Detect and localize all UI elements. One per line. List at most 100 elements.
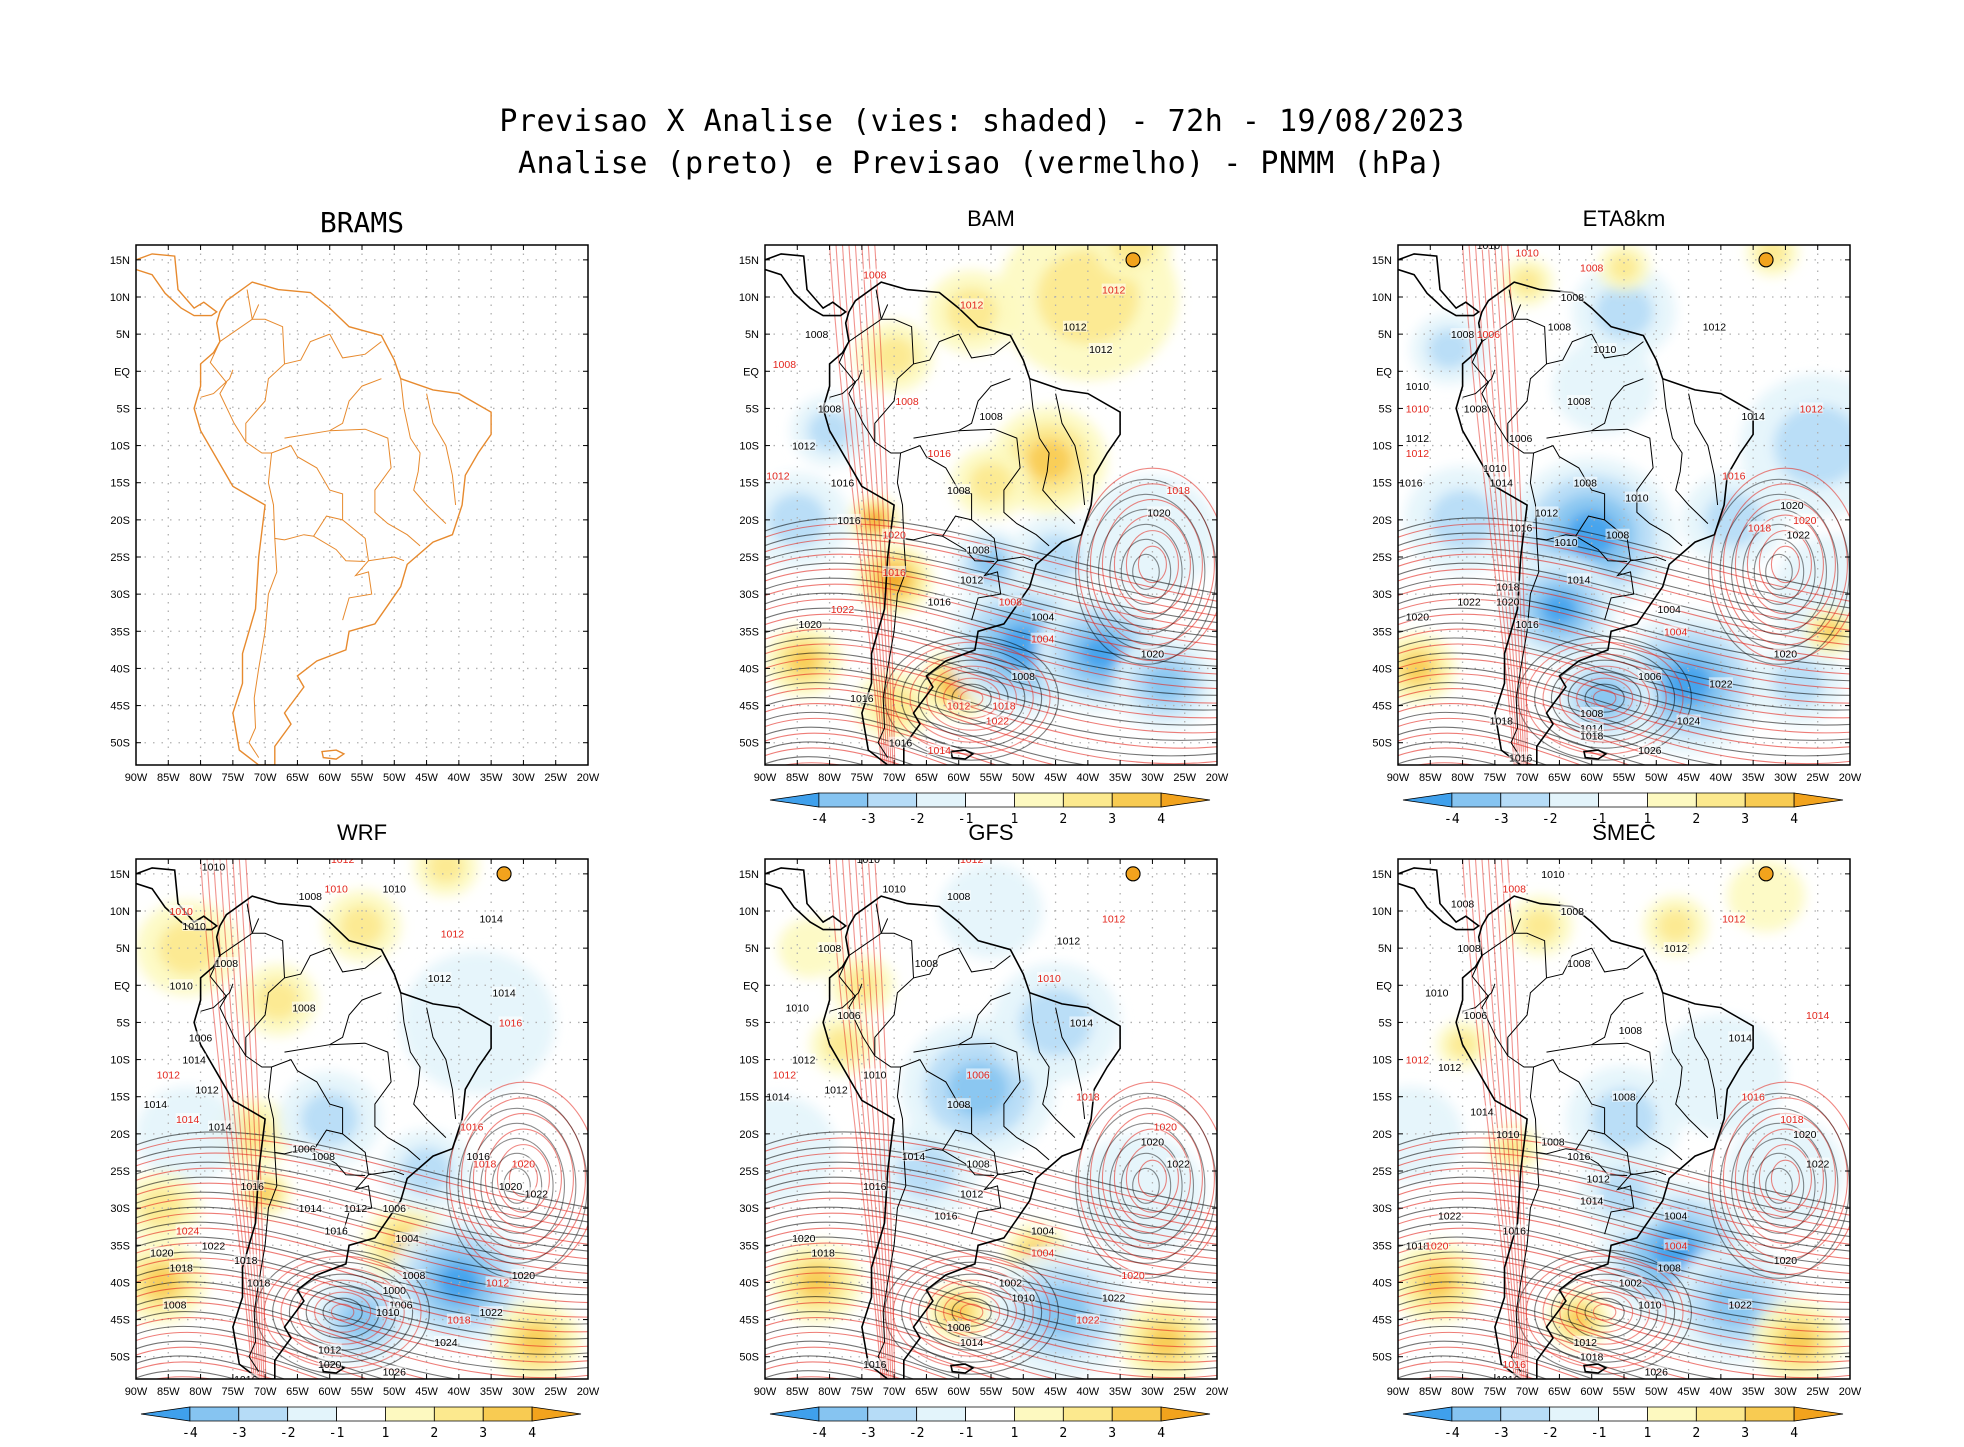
contour-label-bg — [1805, 1157, 1830, 1169]
isobar-lines — [765, 859, 1217, 1379]
contour-label: 1020 — [1793, 1129, 1817, 1141]
contour-label-bg — [175, 1224, 200, 1236]
contour-label-bg — [959, 298, 984, 310]
colorbar-gfs: -4 -3 -2 -1 1 2 3 4 — [769, 1406, 1211, 1441]
bias-blob — [1773, 405, 1850, 486]
colorbar-label: -2 — [909, 1426, 925, 1441]
colorbar-label: 3 — [1741, 812, 1749, 827]
contour-label: 1018 — [992, 701, 1016, 713]
colorbar-swatch — [1402, 792, 1453, 808]
contour-label: 1012 — [960, 854, 984, 866]
contour-label: 1008 — [1612, 1092, 1636, 1104]
contour-label-bg — [1579, 1194, 1604, 1206]
contour-label: 1008 — [312, 1151, 336, 1163]
lat-tick-label: 30S — [739, 1203, 759, 1215]
lon-tick-label: 75W — [222, 772, 245, 784]
colorbar-label: 4 — [1157, 1426, 1165, 1441]
colorbar-smec: -4 -3 -2 -1 1 2 3 4 — [1402, 1406, 1844, 1441]
lat-tick-label: 50S — [739, 1352, 759, 1364]
contour-label-bg — [1405, 1239, 1430, 1251]
contour-label: 1008 — [863, 270, 887, 282]
lat-tick-label: 35S — [110, 626, 130, 638]
contour-label-bg — [1101, 1291, 1126, 1303]
contour-label: 1020 — [318, 1359, 342, 1371]
contour-label-bg — [998, 1276, 1023, 1288]
contour-label: 1018 — [1580, 730, 1604, 742]
lat-tick-label: 15S — [1372, 1092, 1392, 1104]
colorbar-swatch — [189, 1406, 240, 1422]
map-panel-gfs: 1010 1012 1010 1008 1012 1012 1008 1008 1010 1010… — [739, 858, 1229, 1398]
contour-label: 1000 — [383, 1285, 407, 1297]
contour-label: 1004 — [1031, 1225, 1055, 1237]
contour-label-bg — [1586, 1172, 1611, 1184]
axis-ticks: 90W 85W 80W 75W 70W 65W 60W 55W 50W 45W 40W 35W 30W 2… — [110, 245, 600, 784]
contour-label: 1008 — [1567, 396, 1591, 408]
contour-label-bg — [1786, 528, 1811, 540]
colorbar-swatch — [287, 1406, 337, 1422]
colorbar-swatch — [916, 1406, 966, 1422]
contour-label-bg — [1398, 476, 1423, 488]
contour-label-bg — [888, 736, 913, 748]
contour-label-bg — [830, 476, 855, 488]
bias-blob — [400, 951, 556, 1094]
bias-shading — [765, 245, 1217, 742]
contour-label-bg — [492, 986, 517, 998]
contour-label-bg — [991, 699, 1016, 711]
contour-label: 1008 — [915, 958, 939, 970]
lat-tick-label: 5S — [1379, 403, 1392, 415]
contour-label: 1014 — [299, 1203, 323, 1215]
lat-tick-label: EQ — [1376, 980, 1392, 992]
lon-tick-label: 25W — [1806, 1386, 1829, 1398]
contour-label: 1010 — [383, 884, 407, 896]
contour-label: 1008 — [1658, 1263, 1682, 1275]
contour-label-bg — [1101, 912, 1126, 924]
contour-label-bg — [1592, 343, 1617, 354]
contour-label: 1022 — [1102, 1292, 1126, 1304]
contour-label-bg — [1011, 1291, 1036, 1303]
lat-tick-label: 45S — [1372, 1315, 1392, 1327]
contour-label: 1014 — [928, 745, 952, 757]
lat-tick-label: EQ — [743, 366, 759, 378]
contour-label: 1016 — [863, 1359, 887, 1371]
colorbar-label: -4 — [811, 812, 827, 827]
lon-tick-label: 80W — [1451, 1386, 1474, 1398]
colorbar-label: -4 — [1444, 812, 1460, 827]
lat-tick-label: 25S — [739, 552, 759, 564]
colorbar-swatch — [1014, 1406, 1064, 1422]
isobar-lines — [136, 859, 588, 1379]
contour-label: 1012 — [1535, 507, 1559, 519]
lat-tick-label: 15N — [110, 255, 130, 267]
contour-label-bg — [1566, 1150, 1591, 1162]
contour-label: 1014 — [479, 913, 503, 925]
lon-tick-label: 65W — [286, 1386, 309, 1398]
lon-tick-label: 75W — [1484, 772, 1507, 784]
lat-tick-label: 45S — [110, 1315, 130, 1327]
bias-blob — [1429, 489, 1496, 551]
colorbar-swatch — [1695, 792, 1746, 808]
contour-label: 1010 — [1541, 869, 1565, 881]
contour-label-bg — [330, 859, 355, 864]
contour-label-bg — [1476, 328, 1501, 340]
lon-tick-label: 60W — [1580, 772, 1603, 784]
contour-label-bg — [1721, 469, 1746, 481]
lat-tick-label: 20S — [739, 515, 759, 527]
contour-label-bg — [1663, 625, 1688, 637]
contour-label-bg — [1579, 729, 1604, 741]
contour-label: 1004 — [1031, 1248, 1055, 1260]
colorbar-label: -4 — [182, 1426, 198, 1441]
contour-label: 1004 — [1664, 1240, 1688, 1252]
lat-tick-label: 15N — [1372, 255, 1392, 267]
lon-tick-label: 65W — [915, 772, 938, 784]
contour-label-bg — [1469, 1105, 1494, 1117]
lat-tick-label: EQ — [114, 980, 130, 992]
bias-shading — [1398, 860, 1844, 1379]
contour-label: 1016 — [467, 1151, 491, 1163]
contour-label-bg — [1405, 610, 1430, 622]
lat-tick-label: 50S — [110, 738, 130, 750]
lon-tick-label: 40W — [1710, 1386, 1733, 1398]
contour-label: 1004 — [1664, 626, 1688, 638]
colorbar-swatch — [1402, 1406, 1453, 1422]
contour-label-bg — [1663, 1209, 1688, 1221]
contour-label: 1018 — [170, 1263, 194, 1275]
